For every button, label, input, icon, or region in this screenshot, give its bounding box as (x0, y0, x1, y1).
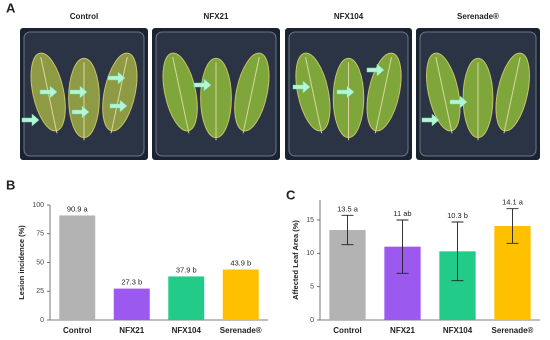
column-label: NFX104 (334, 12, 364, 21)
x-tick-label: NFX104 (172, 326, 202, 335)
value-label: 10.3 b (447, 211, 468, 220)
arrow (39, 85, 58, 99)
column-label: NFX21 (204, 12, 229, 21)
y-tick-label: 0 (40, 317, 44, 324)
value-label: 27.3 b (121, 278, 142, 287)
value-label: 90.9 a (67, 204, 89, 213)
arrow (292, 80, 311, 94)
photo-panel: Control NFX21 NFX104 Serenade® (20, 12, 540, 160)
leaf-vein (374, 57, 392, 134)
panel-label: B (6, 177, 15, 192)
column-label: Serenade® (457, 12, 499, 21)
leaf-vein (242, 57, 260, 134)
column-label: Control (70, 12, 98, 21)
arrow (193, 78, 212, 92)
value-label: 14.1 a (502, 198, 524, 207)
error-bar (341, 214, 354, 246)
bar (222, 269, 259, 320)
y-tick-label: 0 (310, 317, 314, 324)
panel-label: C (286, 187, 296, 202)
leaf-vein (305, 57, 323, 134)
arrow (21, 113, 40, 127)
x-tick-label: NFX21 (119, 326, 144, 335)
x-tick-label: NFX104 (443, 326, 473, 335)
arrow (421, 113, 440, 127)
x-tick-label: Serenade® (220, 326, 262, 335)
arrow (109, 99, 128, 113)
y-tick-label: 50 (36, 259, 44, 266)
y-tick-label: 5 (310, 284, 314, 291)
x-tick-label: Serenade® (492, 326, 534, 335)
arrow (366, 63, 385, 77)
panel-label: A (6, 0, 16, 15)
leaf-vein (172, 57, 190, 134)
leaf-vein (503, 57, 521, 134)
bar (59, 215, 96, 320)
y-axis-label: Lesion incidence (%) (17, 225, 26, 300)
y-axis-label: Affected Leaf Area (%) (291, 220, 300, 300)
y-tick-label: 10 (306, 250, 314, 257)
y-tick-label: 100 (32, 202, 44, 209)
arrow (69, 85, 88, 99)
bar (168, 276, 205, 320)
y-tick-label: 15 (306, 217, 314, 224)
leaf-vein (435, 57, 453, 134)
y-tick-label: 25 (36, 288, 44, 295)
y-tick-label: 75 (36, 231, 44, 238)
value-label: 37.9 b (176, 265, 197, 274)
arrow (107, 71, 126, 85)
arrow (449, 95, 468, 109)
arrow (71, 105, 90, 119)
value-label: 43.9 b (230, 258, 251, 267)
value-label: 13.5 a (337, 204, 359, 213)
error-bar (451, 221, 464, 282)
leaf-vein (110, 57, 128, 134)
error-bar (506, 208, 519, 244)
x-tick-label: NFX21 (390, 326, 415, 335)
error-bar (396, 219, 409, 274)
bar (113, 288, 150, 320)
x-tick-label: Control (333, 326, 361, 335)
leaf-vein (40, 57, 58, 134)
value-label: 11 ab (393, 209, 411, 218)
arrow (336, 85, 355, 99)
x-tick-label: Control (63, 326, 91, 335)
